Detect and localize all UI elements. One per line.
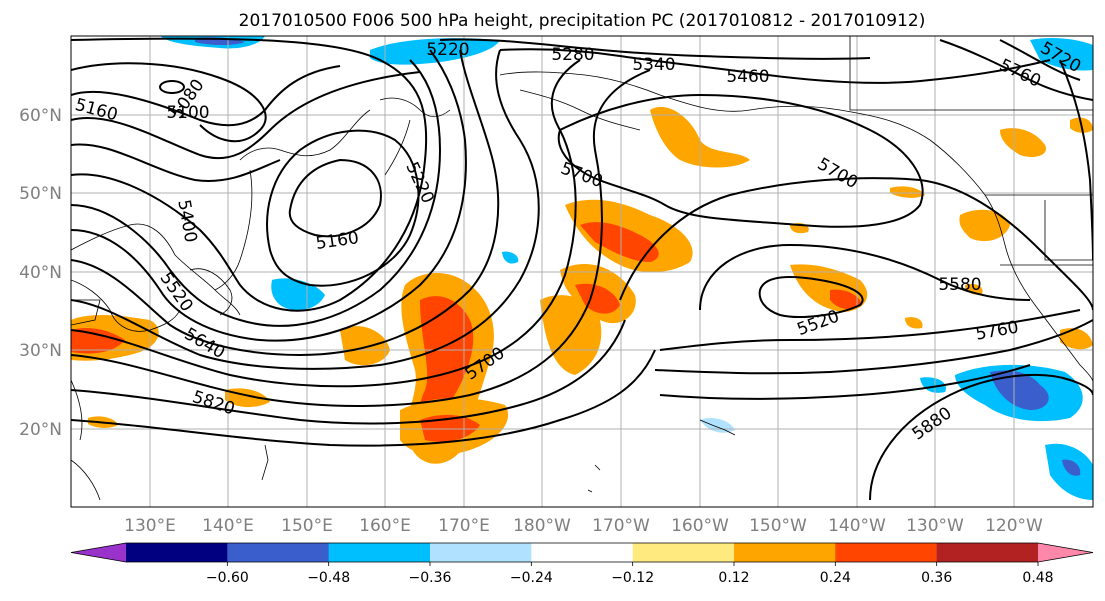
colorbar-tick-label: 0.24 xyxy=(820,570,851,586)
lon-tick-label: 150°W xyxy=(749,516,807,536)
colorbar-swatch xyxy=(430,543,532,562)
colorbar-extend-low xyxy=(71,543,126,562)
lat-tick-label: 60°N xyxy=(19,106,62,126)
lon-axis: 130°E 140°E 150°E 160°E 170°E 180°W 170°… xyxy=(124,516,1043,536)
lat-tick-label: 50°N xyxy=(19,184,62,204)
colorbar-swatch xyxy=(936,543,1039,562)
coastlines xyxy=(71,36,1093,501)
colorbar-swatch xyxy=(835,543,938,562)
lon-tick-label: 130°W xyxy=(906,516,964,536)
lon-tick-label: 150°E xyxy=(281,516,333,536)
precip-negative-shading xyxy=(160,36,1093,500)
colorbar-swatch xyxy=(734,543,836,562)
lat-tick-label: 40°N xyxy=(19,263,62,283)
lon-tick-label: 170°E xyxy=(438,516,490,536)
lat-tick-label: 20°N xyxy=(19,420,62,440)
lon-tick-label: 180°W xyxy=(513,516,571,536)
colorbar: −0.60 −0.48 −0.36 −0.24 −0.12 0.12 0.24 0.36 0.4… xyxy=(70,542,1094,586)
colorbar-tick-label: −0.12 xyxy=(611,570,654,586)
colorbar-swatch xyxy=(531,543,634,562)
colorbar-swatch xyxy=(227,543,330,562)
colorbar-swatch xyxy=(126,543,228,562)
lon-tick-label: 120°W xyxy=(985,516,1043,536)
lon-tick-label: 130°E xyxy=(124,516,176,536)
lon-tick-label: 140°W xyxy=(828,516,886,536)
contour-label: 5100 xyxy=(166,103,209,123)
height-contours xyxy=(71,37,1093,501)
colorbar-tick-label: −0.24 xyxy=(510,570,553,586)
lon-tick-label: 160°W xyxy=(671,516,729,536)
contour-label: 5340 xyxy=(632,55,675,75)
colorbar-tick-label: 0.48 xyxy=(1022,570,1053,586)
lon-tick-label: 170°W xyxy=(592,516,650,536)
colorbar-tick-label: −0.60 xyxy=(206,570,249,586)
lon-tick-label: 140°E xyxy=(202,516,254,536)
colorbar-tick-label: 0.36 xyxy=(921,570,952,586)
colorbar-tick-label: 0.12 xyxy=(718,570,749,586)
contour-label: 5580 xyxy=(938,275,981,295)
map-frame xyxy=(70,35,1094,508)
lat-tick-label: 30°N xyxy=(19,341,62,361)
contour-label: 5280 xyxy=(551,45,594,65)
colorbar-tick-label: −0.36 xyxy=(409,570,452,586)
colorbar-swatch xyxy=(328,543,431,562)
colorbar-extend-high xyxy=(1038,543,1093,562)
colorbar-swatch xyxy=(632,543,735,562)
map-panel: 5220 5280 5340 5460 5760 5720 5160 5100 … xyxy=(70,35,1094,508)
lat-axis: 60°N 50°N 40°N 30°N 20°N xyxy=(19,106,62,440)
contour-label: 5220 xyxy=(426,40,469,60)
lon-tick-label: 160°E xyxy=(359,516,411,536)
map-title: 2017010500 F006 500 hPa height, precipit… xyxy=(239,11,926,31)
colorbar-outline xyxy=(70,542,1094,563)
contour-label: 5460 xyxy=(726,67,769,87)
colorbar-tick-label: −0.48 xyxy=(307,570,350,586)
